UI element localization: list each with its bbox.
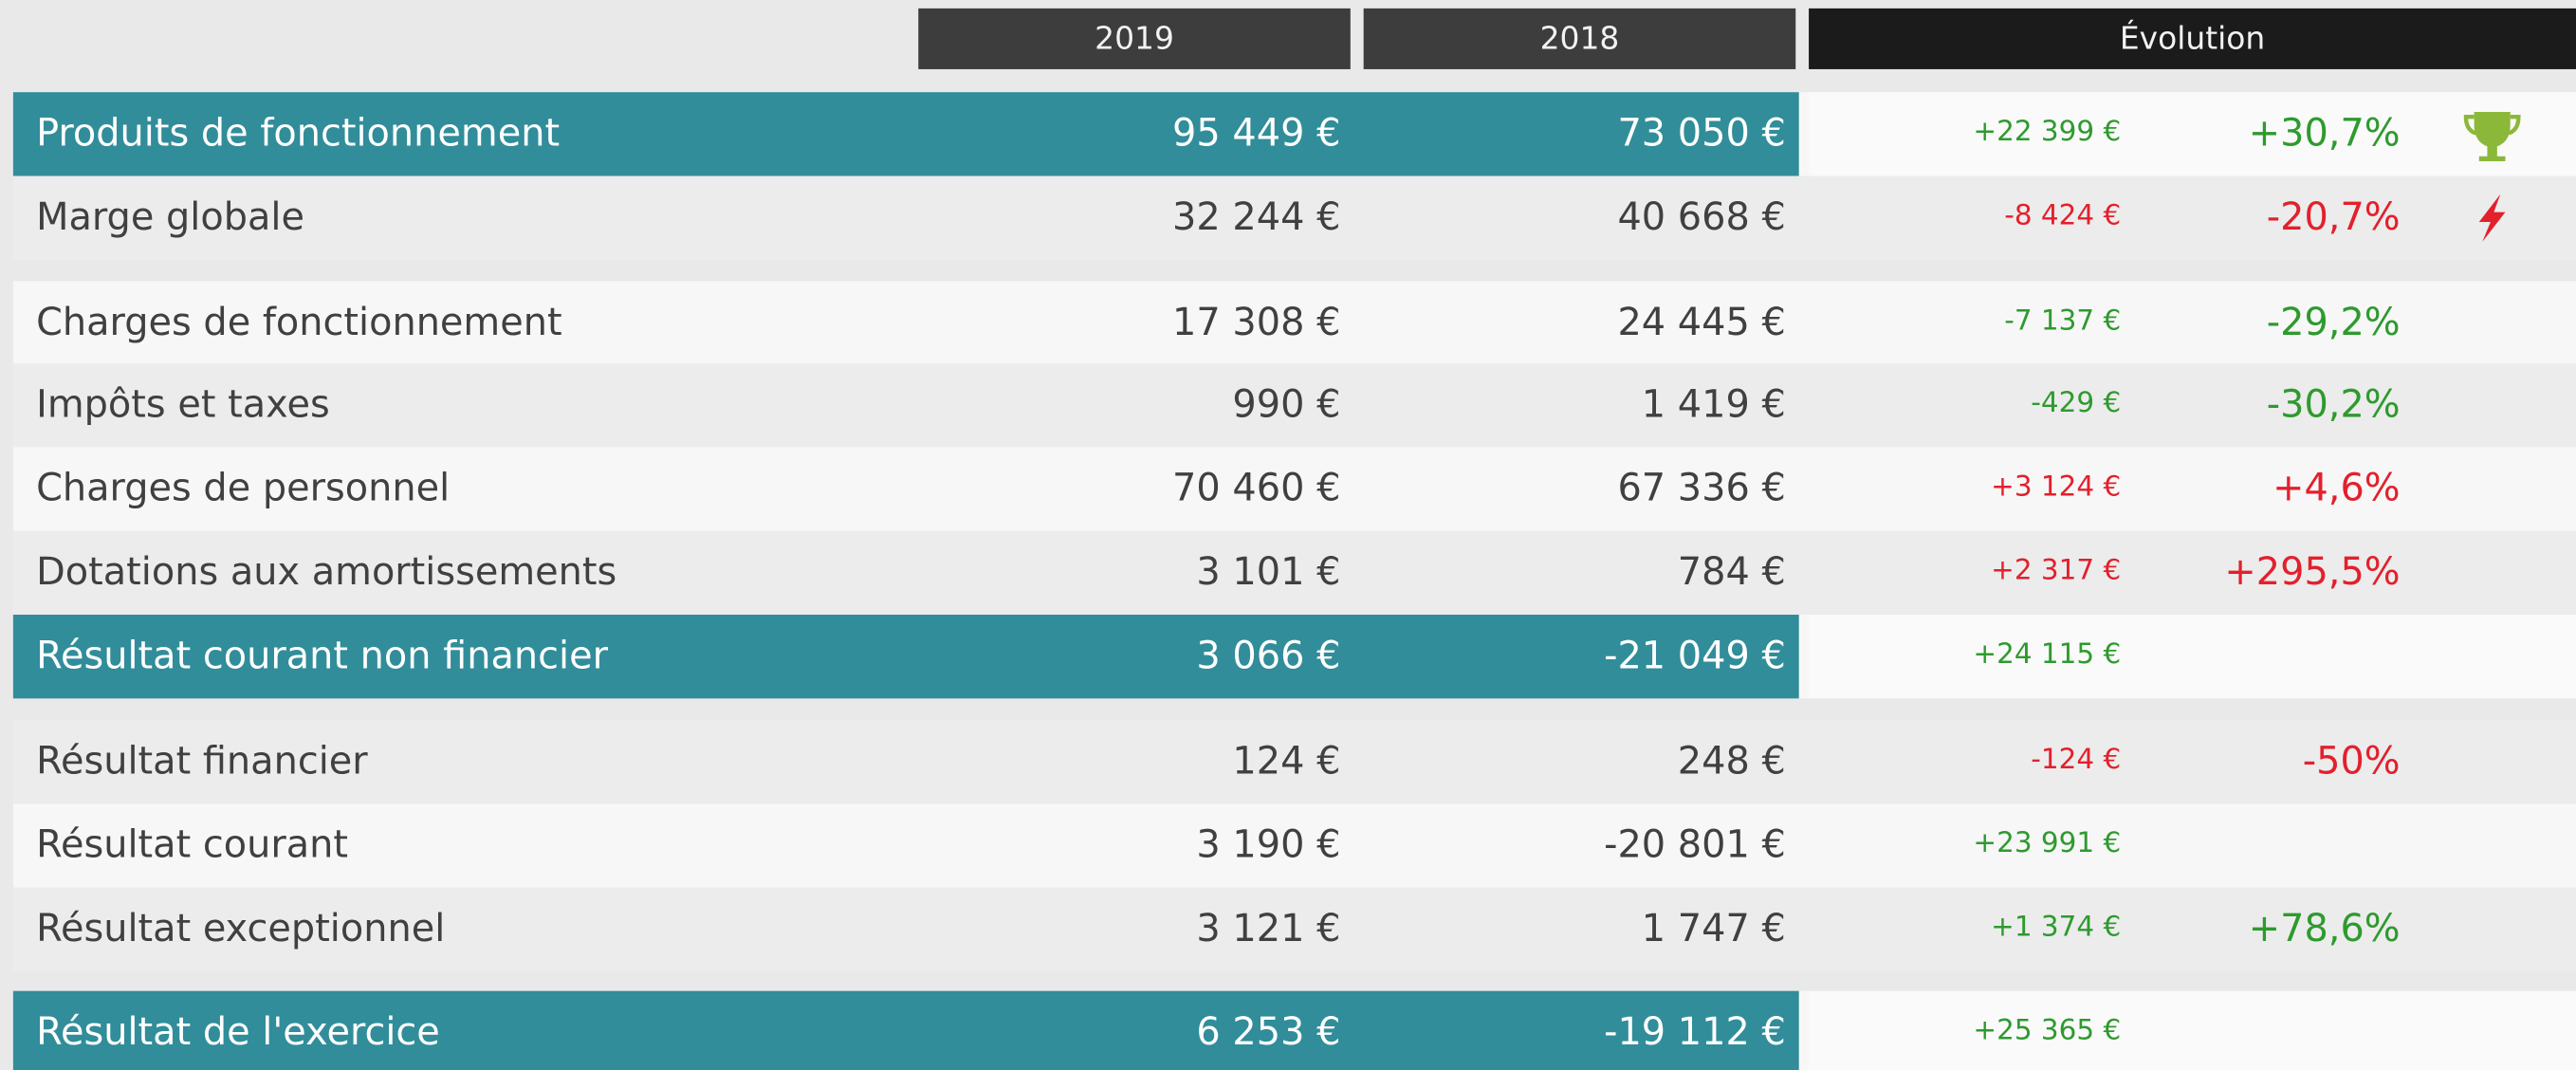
diff: -7 137 € — [2004, 304, 2121, 336]
row-evo-bg — [1809, 615, 2576, 699]
row-label: Résultat financier — [36, 739, 368, 783]
percent: +78,6% — [2249, 907, 2401, 950]
percent: -30,2% — [2267, 382, 2401, 426]
lightning-icon — [2478, 194, 2506, 242]
row-bg — [12, 803, 2576, 888]
header-label: Évolution — [2120, 18, 2265, 56]
row-bg — [12, 281, 2576, 365]
value-2019: 3 066 € — [1196, 634, 1340, 677]
row-highlight — [12, 92, 1799, 176]
header-cell — [1809, 8, 2576, 69]
percent: -29,2% — [2267, 301, 2401, 344]
value-2019: 3 101 € — [1196, 550, 1340, 594]
value-2019: 70 460 € — [1172, 467, 1340, 510]
row-label: Charges de personnel — [36, 467, 450, 510]
row-label: Résultat courant — [36, 823, 348, 867]
value-2018: 40 668 € — [1617, 195, 1785, 239]
value-2019: 95 449 € — [1172, 112, 1340, 156]
value-2018: 248 € — [1678, 739, 1786, 783]
row-bg — [12, 362, 2576, 448]
row-bg — [12, 175, 2576, 260]
row-label: Produits de fonctionnement — [36, 112, 560, 156]
value-2018: 24 445 € — [1617, 301, 1785, 344]
header-label: 2018 — [1540, 19, 1620, 56]
row-label: Impôts et taxes — [36, 382, 330, 426]
diff: +1 374 € — [1991, 910, 2121, 942]
row-highlight — [12, 990, 1799, 1070]
percent: +30,7% — [2249, 112, 2401, 156]
row-label: Résultat exceptionnel — [36, 907, 445, 950]
percent: -20,7% — [2267, 195, 2401, 239]
diff: +24 115 € — [1973, 637, 2121, 670]
diff: -8 424 € — [2004, 198, 2121, 231]
header-cell — [918, 8, 1351, 69]
row-highlight — [12, 615, 1799, 699]
row-label: Charges de fonctionnement — [36, 301, 562, 344]
value-2018: 784 € — [1678, 550, 1786, 594]
value-2019: 3 121 € — [1196, 907, 1340, 950]
value-2018: -20 801 € — [1604, 823, 1786, 867]
diff: +2 317 € — [1991, 554, 2121, 586]
header-label: 2019 — [1095, 19, 1174, 56]
value-2019: 6 253 € — [1196, 1010, 1340, 1054]
row-label: Résultat courant non financier — [36, 634, 609, 677]
value-2018: -21 049 € — [1604, 634, 1786, 677]
value-2018: 1 419 € — [1642, 382, 1786, 426]
value-2019: 124 € — [1232, 739, 1340, 783]
value-2018: 1 747 € — [1642, 907, 1786, 950]
row-bg — [12, 447, 2576, 531]
row-label: Dotations aux amortissements — [36, 550, 616, 594]
row-label: Marge globale — [36, 195, 304, 239]
row-bg — [12, 719, 2576, 804]
diff: -124 € — [2031, 743, 2121, 775]
diff: +22 399 € — [1973, 115, 2121, 147]
diff: +25 365 € — [1973, 1014, 2121, 1046]
value-2018: -19 112 € — [1604, 1010, 1786, 1054]
value-2018: 67 336 € — [1617, 467, 1785, 510]
percent: +4,6% — [2272, 467, 2401, 510]
row-bg — [12, 887, 2576, 971]
value-2018: 73 050 € — [1617, 112, 1785, 156]
value-2019: 32 244 € — [1172, 195, 1340, 239]
header-cell — [1363, 8, 1796, 69]
percent: +295,5% — [2224, 550, 2400, 594]
percent: -50% — [2303, 739, 2401, 783]
row-label: Résultat de l'exercice — [36, 1010, 440, 1054]
value-2019: 990 € — [1232, 382, 1340, 426]
trophy-icon — [2463, 111, 2521, 161]
row-evo-bg — [1809, 92, 2576, 176]
row-bg — [12, 530, 2576, 616]
value-2019: 3 190 € — [1196, 823, 1340, 867]
diff: +23 991 € — [1973, 826, 2121, 858]
diff: -429 € — [2031, 386, 2121, 418]
value-2019: 17 308 € — [1172, 301, 1340, 344]
row-evo-bg — [1809, 990, 2576, 1070]
diff: +3 124 € — [1991, 470, 2121, 502]
